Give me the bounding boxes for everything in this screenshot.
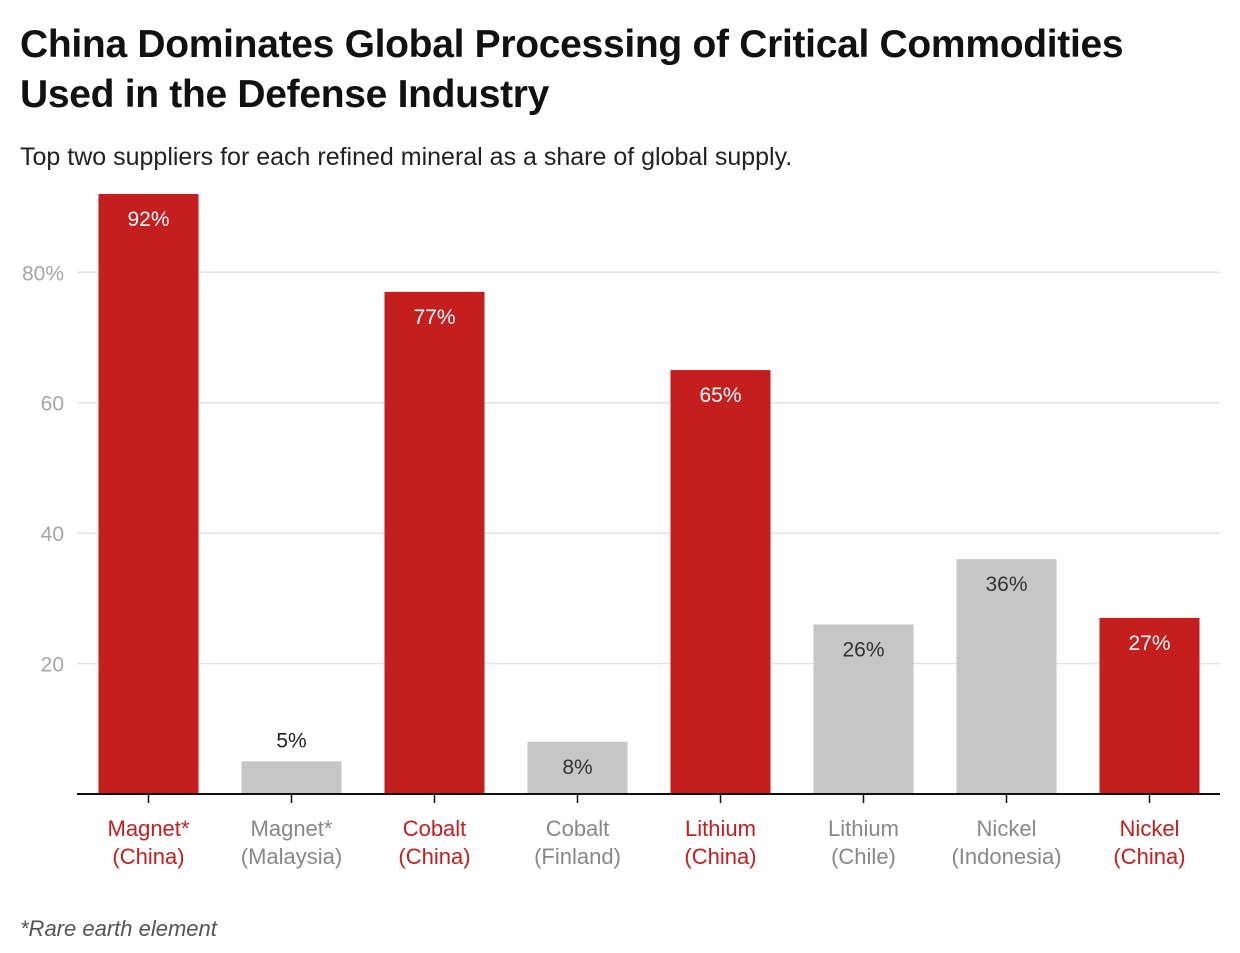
y-tick-label: 40 [41, 523, 64, 546]
chart-subtitle: Top two suppliers for each refined miner… [20, 143, 793, 171]
x-tick-label: Nickel (China) [1113, 816, 1185, 869]
x-tick-label: Cobalt (Finland) [534, 816, 621, 869]
bar [241, 761, 342, 794]
bar [98, 194, 199, 794]
y-axis-tick-labels: 20 40 60 80% [22, 262, 64, 676]
value-label: 36% [985, 573, 1027, 596]
value-label: 77% [413, 306, 455, 329]
value-label: 26% [842, 638, 884, 661]
value-label: 27% [1128, 632, 1170, 655]
bar [527, 741, 628, 794]
value-labels: 92% 5% 77% 8% 65% 26% 36% 27% [127, 208, 1170, 779]
y-tick-label: 80% [22, 262, 64, 285]
bar [956, 559, 1057, 794]
x-tick-label: Lithium (China) [684, 816, 756, 869]
bar [1099, 617, 1200, 794]
value-label: 92% [127, 208, 169, 231]
bar [670, 370, 771, 794]
value-label: 8% [562, 756, 592, 779]
bars [98, 194, 1200, 794]
x-axis-category-labels: Magnet* (China) Magnet* (Malaysia) Cobalt (Ch… [108, 816, 1186, 869]
x-tick-label: Nickel (Indonesia) [951, 816, 1061, 869]
value-label: 5% [276, 729, 306, 752]
x-axis-ticks [147, 794, 1151, 803]
x-tick-label: Lithium (Chile) [828, 816, 899, 869]
x-tick-label: Magnet* (Malaysia) [241, 816, 342, 869]
y-tick-label: 20 [41, 654, 64, 677]
x-tick-label: Cobalt (China) [398, 816, 470, 869]
footnote: *Rare earth element [20, 916, 217, 941]
chart-title: China Dominates Global Processing of Cri… [20, 23, 1124, 116]
bar [384, 291, 485, 794]
x-tick-label: Magnet* (China) [108, 816, 190, 869]
bar [813, 624, 914, 794]
value-label: 65% [699, 384, 741, 407]
y-tick-label: 60 [41, 393, 64, 416]
